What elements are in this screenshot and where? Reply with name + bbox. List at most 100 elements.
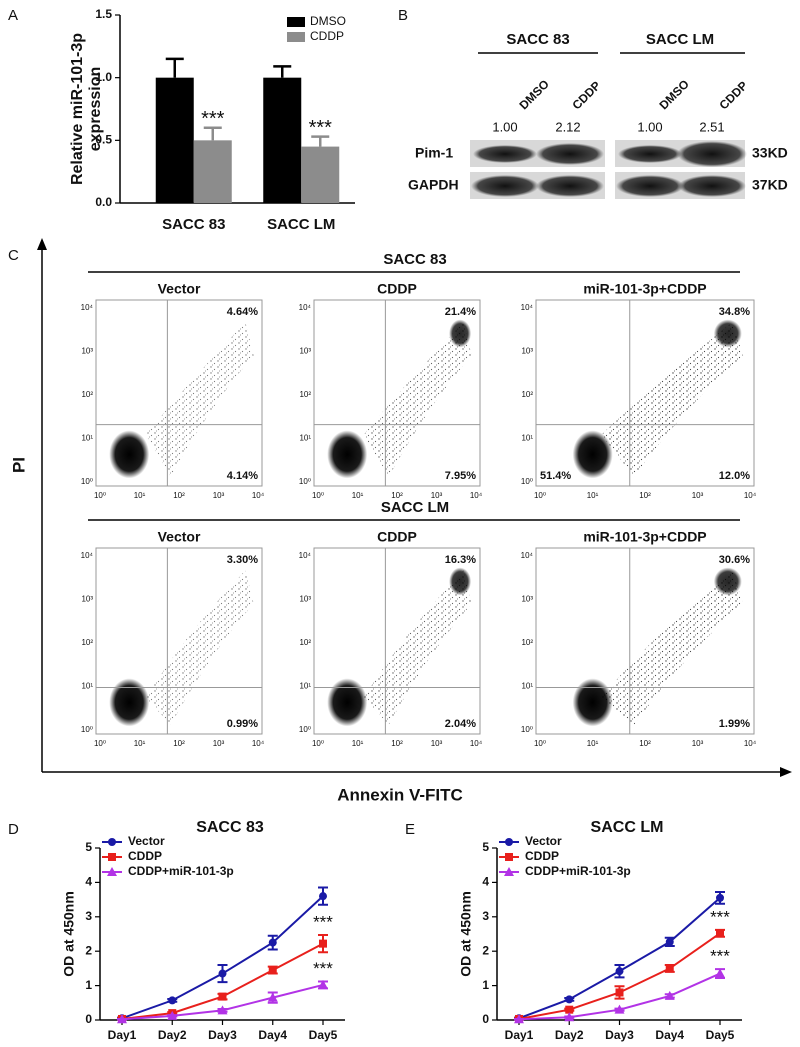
plot-title: Vector — [158, 529, 201, 545]
x-tick-label: Day5 — [706, 1028, 735, 1042]
panel-label: D — [8, 821, 19, 838]
x-tick-label: 10⁴ — [470, 491, 483, 500]
plot-title: miR-101-3p+CDDP — [583, 281, 706, 297]
x-tick-label: Day4 — [258, 1028, 287, 1042]
dot-cloud — [601, 322, 744, 477]
marker — [167, 1010, 178, 1020]
y-tick-label: 1.0 — [95, 70, 112, 84]
error-bar — [273, 65, 292, 78]
y-tick-label: 4 — [85, 875, 92, 889]
y-axis-label: OD at 450nm — [61, 891, 77, 977]
arrow — [37, 238, 47, 250]
plot-title: Vector — [158, 281, 201, 297]
quadrant-percent: 34.8% — [719, 306, 750, 318]
y-tick-label: 10² — [299, 638, 311, 647]
x-tick-label: 10³ — [213, 739, 225, 748]
y-axis-label: expression — [87, 67, 104, 151]
marker — [716, 893, 724, 902]
quadrant-percent: 2.04% — [445, 718, 476, 730]
y-axis-label: OD at 450nm — [458, 891, 474, 977]
y-tick-label: 10¹ — [81, 682, 93, 691]
x-tick-label: 10¹ — [134, 491, 146, 500]
bar — [155, 77, 194, 203]
x-tick-label: 10¹ — [352, 739, 364, 748]
x-tick-label: 10⁰ — [312, 491, 324, 500]
error-bar — [165, 57, 184, 78]
y-tick-label: 10² — [299, 390, 311, 399]
x-tick-label: 10⁴ — [744, 739, 757, 748]
legend-label: Vector — [525, 834, 562, 848]
marker — [217, 1005, 228, 1015]
x-tick-label: 10⁴ — [470, 739, 483, 748]
y-tick-label: 10⁴ — [81, 551, 94, 560]
group-title: SACC 83 — [383, 251, 446, 268]
x-tick-label: Day1 — [505, 1028, 534, 1042]
chart-title: SACC 83 — [196, 819, 264, 836]
row-label: GAPDH — [408, 177, 459, 193]
x-tick-label: 10⁰ — [94, 739, 106, 748]
y-tick-label: 10⁴ — [521, 303, 534, 312]
y-tick-label: 0.5 — [95, 133, 112, 147]
marker — [564, 1012, 575, 1022]
lane-label: CDDP — [716, 78, 750, 112]
marker — [715, 968, 725, 978]
y-tick-label: 10² — [521, 390, 533, 399]
band — [536, 143, 604, 165]
group-title: SACC LM — [381, 499, 449, 516]
x-tick-label: Day4 — [655, 1028, 684, 1042]
quadrant-percent: 1.99% — [719, 718, 750, 730]
bar — [193, 140, 232, 203]
legend-label: Vector — [128, 834, 165, 848]
panel-label: C — [8, 247, 19, 264]
x-tick-label: Day3 — [605, 1028, 634, 1042]
panel-label: B — [398, 7, 408, 24]
x-tick-label: 10² — [639, 491, 651, 500]
marker — [514, 1014, 524, 1024]
ratio: 1.00 — [637, 119, 662, 134]
quadrant-percent: 0.99% — [227, 718, 258, 730]
dot-cluster — [713, 567, 742, 596]
marker — [168, 996, 177, 1005]
x-tick-label: 10³ — [692, 491, 704, 500]
dot-cluster — [327, 678, 368, 727]
y-tick-label: 10² — [81, 390, 93, 399]
marker — [664, 990, 675, 1000]
row-label: Pim-1 — [415, 145, 453, 161]
error-bar — [203, 126, 222, 141]
y-tick-label: 1.5 — [95, 7, 112, 21]
x-tick-label: 10¹ — [587, 491, 599, 500]
legend-label: CDDP+miR-101-3p — [525, 864, 631, 878]
x-tick-label: 10⁴ — [252, 491, 265, 500]
y-tick-label: 5 — [482, 840, 489, 854]
quadrant-percent: 21.4% — [445, 306, 476, 318]
error-bar — [311, 135, 330, 147]
dot-cloud — [145, 570, 254, 725]
marker — [218, 969, 227, 978]
y-tick-label: 10¹ — [81, 434, 93, 443]
x-tick-label: 10⁰ — [312, 739, 324, 748]
quadrant-percent: 4.14% — [227, 470, 258, 482]
plot-frame — [313, 547, 481, 735]
dot-cloud — [363, 322, 472, 477]
x-tick-label: 10³ — [431, 739, 443, 748]
quadrant-percent: 4.64% — [227, 306, 258, 318]
y-tick-label: 10² — [521, 638, 533, 647]
lane-label: DMSO — [656, 77, 691, 112]
y-tick-label: 10⁴ — [299, 551, 312, 560]
y-tick-label: 10⁰ — [299, 477, 311, 486]
marker — [615, 967, 624, 976]
marker — [218, 992, 227, 1001]
marker — [267, 992, 278, 1002]
x-tick-label: 10¹ — [134, 739, 146, 748]
legend-label: CDDP+miR-101-3p — [128, 864, 234, 878]
dot-cluster — [109, 678, 150, 727]
y-tick-label: 10⁴ — [521, 551, 534, 560]
bar — [263, 77, 302, 203]
legend-label: DMSO — [310, 14, 346, 28]
x-tick-label: 10⁰ — [94, 491, 106, 500]
ratio: 1.00 — [492, 119, 517, 134]
quadrant-percent: 3.30% — [227, 554, 258, 566]
band — [618, 145, 682, 163]
plot-frame — [313, 299, 481, 487]
y-tick-label: 0 — [482, 1012, 489, 1026]
